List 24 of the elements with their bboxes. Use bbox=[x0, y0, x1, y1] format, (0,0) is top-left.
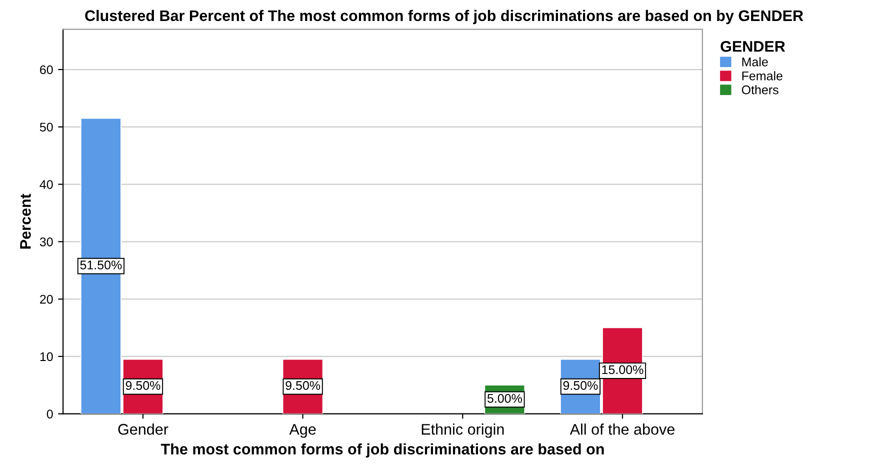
legend-label: Female bbox=[742, 71, 782, 80]
x-tick-label: All of the above bbox=[570, 424, 674, 435]
y-axis-title: Percent bbox=[20, 194, 31, 249]
data-label: 9.50% bbox=[126, 381, 160, 390]
chart-title: Clustered Bar Percent of The most common forms of job discriminations are based on by GENDER bbox=[85, 10, 804, 24]
data-label: 9.50% bbox=[286, 381, 320, 390]
y-tick-label: 0 bbox=[46, 410, 53, 418]
legend-title: GENDER bbox=[720, 41, 786, 52]
y-tick-label: 10 bbox=[40, 352, 53, 362]
y-tick-label: 40 bbox=[40, 180, 53, 189]
data-label: 9.50% bbox=[563, 381, 598, 390]
y-tick-label: 30 bbox=[40, 237, 53, 246]
x-tick-label: Age bbox=[289, 424, 316, 438]
y-tick-label: 20 bbox=[40, 294, 53, 304]
data-label: 51.50% bbox=[80, 260, 122, 270]
y-tick-label: 60 bbox=[40, 65, 53, 74]
legend-label: Others bbox=[742, 85, 778, 94]
x-tick-label: Gender bbox=[118, 424, 168, 435]
y-tick-label: 50 bbox=[40, 122, 53, 132]
x-tick-label: Ethnic origin bbox=[422, 424, 504, 438]
legend-label: Male bbox=[742, 57, 768, 66]
data-label: 15.00% bbox=[602, 365, 644, 374]
data-label: 5.00% bbox=[487, 394, 522, 403]
x-axis-title: The most common forms of job discriminations are based on bbox=[160, 443, 604, 458]
